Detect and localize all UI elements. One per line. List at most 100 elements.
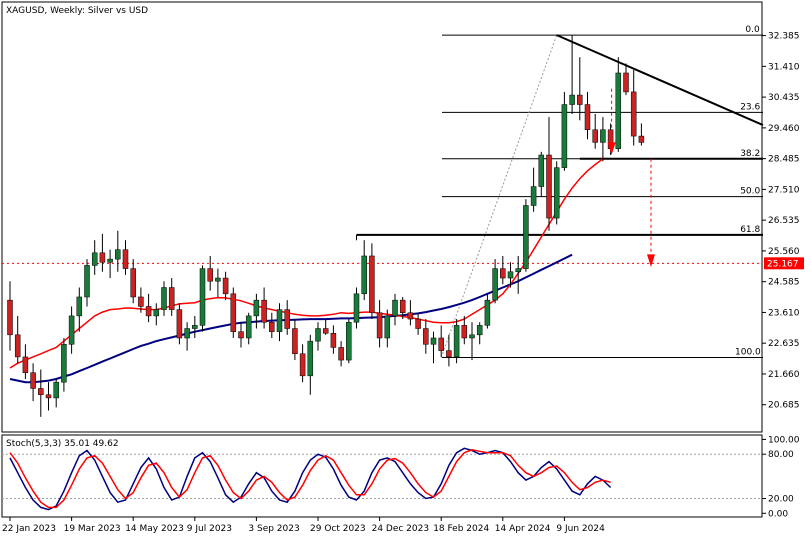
time-axis-label: 14 May 2023 bbox=[125, 524, 184, 534]
candle-body bbox=[461, 325, 468, 339]
stochastic-panel: Stoch(5,3,3) 35.01 49.62 100.00 80.00 20.0… bbox=[1, 434, 800, 519]
time-axis-label: 9 Jul 2023 bbox=[187, 524, 232, 534]
resistance-trendline bbox=[556, 34, 764, 126]
price-axis-label: 21.660 bbox=[768, 370, 800, 380]
stochastic-title: Stoch(5,3,3) 35.01 49.62 bbox=[6, 439, 119, 449]
candlesticks bbox=[7, 35, 645, 417]
candle-body bbox=[253, 299, 260, 317]
candle-body bbox=[553, 167, 560, 219]
fib-level-label: 38.2 bbox=[740, 149, 760, 159]
time-axis-label: 24 Dec 2023 bbox=[372, 524, 430, 534]
stochastic-lines bbox=[9, 447, 612, 511]
candle-body bbox=[238, 331, 244, 339]
time-axis-label: 29 Oct 2023 bbox=[310, 524, 366, 534]
candle-body bbox=[199, 268, 206, 326]
candle-body bbox=[84, 265, 90, 298]
annotations bbox=[607, 88, 655, 268]
candle-body bbox=[153, 309, 160, 317]
candle-body bbox=[299, 353, 306, 377]
candle-body bbox=[500, 268, 506, 279]
candle-body bbox=[600, 129, 606, 143]
price-axis-label: 30.435 bbox=[768, 93, 800, 103]
candle-body bbox=[353, 293, 360, 323]
stochastic-main-line bbox=[9, 447, 612, 511]
candle-body bbox=[7, 299, 13, 336]
candle-body bbox=[122, 249, 129, 269]
candle-body bbox=[577, 94, 583, 105]
candle-body bbox=[592, 129, 598, 143]
candle-body bbox=[492, 268, 498, 301]
candle-body bbox=[22, 356, 29, 373]
candle-body bbox=[376, 312, 383, 339]
candle-body bbox=[91, 252, 98, 266]
candle-body bbox=[130, 268, 136, 298]
candle-body bbox=[30, 372, 36, 389]
candle-body bbox=[338, 347, 344, 361]
stochastic-panel-frame bbox=[1, 434, 763, 518]
candle-body bbox=[184, 328, 190, 339]
time-axis: 22 Jan 2023 19 Mar 2023 14 May 2023 9 Jul 2… bbox=[2, 517, 605, 534]
price-panel: 0.0 23.6 38.2 50.0 61.8 100.0 XAGUSD, Weekly:… bbox=[1, 1, 804, 433]
price-axis-label: 32.385 bbox=[768, 32, 800, 42]
candle-body bbox=[76, 296, 83, 317]
candle-body bbox=[222, 277, 229, 295]
fib-level-label: 0.0 bbox=[745, 25, 760, 35]
candle-body bbox=[230, 293, 237, 332]
ma-fast-line bbox=[9, 158, 604, 369]
stochastic-axis-label: 20.00 bbox=[768, 495, 794, 505]
candle-body bbox=[61, 344, 67, 383]
candle-body bbox=[423, 328, 429, 345]
price-axis-label: 26.535 bbox=[768, 216, 800, 226]
price-axis-label: 20.685 bbox=[768, 401, 800, 411]
breakout-arrow bbox=[607, 142, 616, 156]
time-axis-label: 19 Mar 2023 bbox=[64, 524, 121, 534]
candle-body bbox=[115, 249, 121, 260]
candle-body bbox=[446, 350, 452, 358]
stochastic-axis-label: 0.00 bbox=[768, 509, 788, 519]
candle-body bbox=[168, 287, 175, 310]
candle-body bbox=[484, 299, 491, 326]
candle-body bbox=[261, 299, 267, 323]
current-price-badge bbox=[764, 257, 804, 270]
candle-body bbox=[453, 325, 460, 358]
candle-body bbox=[569, 94, 575, 105]
candle-body bbox=[623, 72, 629, 93]
candle-body bbox=[369, 255, 375, 313]
candle-body bbox=[315, 328, 321, 342]
moving-averages bbox=[9, 158, 604, 384]
candle-body bbox=[469, 334, 475, 339]
candle-body bbox=[615, 72, 622, 149]
candle-body bbox=[14, 334, 21, 358]
candle-body bbox=[546, 154, 552, 219]
fib-level-label: 50.0 bbox=[740, 187, 760, 197]
current-price-label: 25.167 bbox=[767, 259, 799, 269]
candle-body bbox=[207, 268, 213, 282]
price-axis-label: 22.635 bbox=[768, 339, 800, 349]
candle-body bbox=[161, 287, 167, 310]
candle-body bbox=[330, 333, 337, 348]
candle-body bbox=[145, 306, 152, 317]
price-axis-label: 27.510 bbox=[768, 185, 800, 195]
candle-body bbox=[276, 309, 283, 332]
stochastic-axis-label: 80.00 bbox=[768, 450, 794, 460]
candle-body bbox=[638, 135, 645, 143]
candle-body bbox=[307, 340, 314, 377]
candle-body bbox=[438, 337, 444, 351]
stochastic-axis: 100.00 80.00 20.00 0.00 bbox=[762, 435, 800, 519]
candle-body bbox=[407, 312, 414, 320]
candle-body bbox=[507, 271, 514, 279]
time-axis-label: 9 Jun 2024 bbox=[556, 524, 605, 534]
candle-body bbox=[292, 328, 298, 355]
candle-body bbox=[561, 104, 568, 168]
ma-slow-line bbox=[9, 253, 573, 384]
candle-body bbox=[538, 154, 545, 187]
time-axis-label: 3 Sep 2023 bbox=[248, 524, 299, 534]
price-axis-label: 23.610 bbox=[768, 308, 800, 318]
candle-body bbox=[515, 268, 521, 272]
price-axis-label: 24.585 bbox=[768, 278, 800, 288]
candle-body bbox=[361, 255, 367, 295]
candle-body bbox=[630, 91, 637, 137]
candle-body bbox=[284, 309, 290, 329]
time-axis-label: 22 Jan 2023 bbox=[2, 524, 56, 534]
